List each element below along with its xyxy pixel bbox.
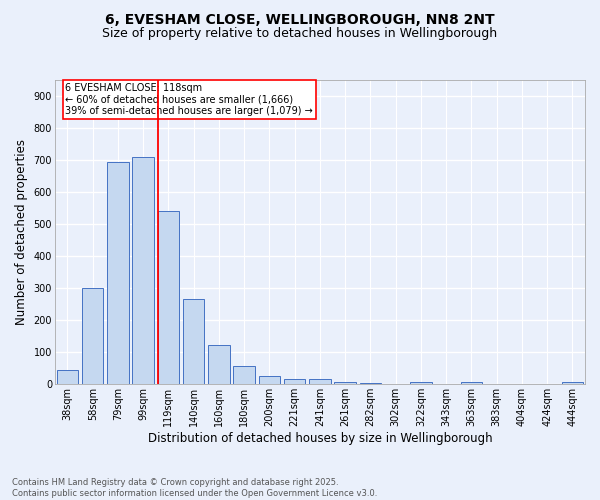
Bar bbox=[107, 162, 128, 384]
Bar bbox=[208, 345, 230, 385]
Text: 6, EVESHAM CLOSE, WELLINGBOROUGH, NN8 2NT: 6, EVESHAM CLOSE, WELLINGBOROUGH, NN8 2N… bbox=[105, 12, 495, 26]
Bar bbox=[82, 288, 103, 384]
Bar bbox=[359, 382, 381, 384]
Bar bbox=[309, 379, 331, 384]
Text: 6 EVESHAM CLOSE: 118sqm
← 60% of detached houses are smaller (1,666)
39% of semi: 6 EVESHAM CLOSE: 118sqm ← 60% of detache… bbox=[65, 83, 313, 116]
Bar bbox=[259, 376, 280, 384]
Bar bbox=[158, 212, 179, 384]
X-axis label: Distribution of detached houses by size in Wellingborough: Distribution of detached houses by size … bbox=[148, 432, 492, 445]
Bar bbox=[562, 382, 583, 384]
Bar bbox=[233, 366, 255, 384]
Bar bbox=[410, 382, 431, 384]
Text: Contains HM Land Registry data © Crown copyright and database right 2025.
Contai: Contains HM Land Registry data © Crown c… bbox=[12, 478, 377, 498]
Bar bbox=[284, 380, 305, 384]
Text: Size of property relative to detached houses in Wellingborough: Size of property relative to detached ho… bbox=[103, 28, 497, 40]
Bar bbox=[57, 370, 78, 384]
Bar bbox=[133, 157, 154, 384]
Y-axis label: Number of detached properties: Number of detached properties bbox=[15, 139, 28, 325]
Bar bbox=[334, 382, 356, 384]
Bar bbox=[461, 382, 482, 384]
Bar bbox=[183, 300, 205, 384]
